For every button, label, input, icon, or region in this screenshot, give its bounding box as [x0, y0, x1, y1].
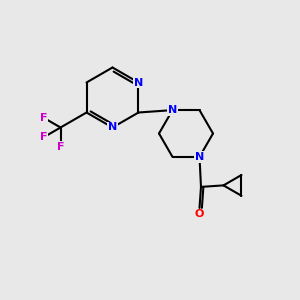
Text: N: N: [108, 122, 117, 133]
Text: F: F: [40, 113, 47, 123]
Text: O: O: [195, 209, 204, 220]
Text: N: N: [195, 152, 204, 162]
Text: F: F: [57, 142, 64, 152]
Text: F: F: [40, 132, 47, 142]
Text: N: N: [134, 77, 143, 88]
Text: N: N: [168, 105, 177, 115]
